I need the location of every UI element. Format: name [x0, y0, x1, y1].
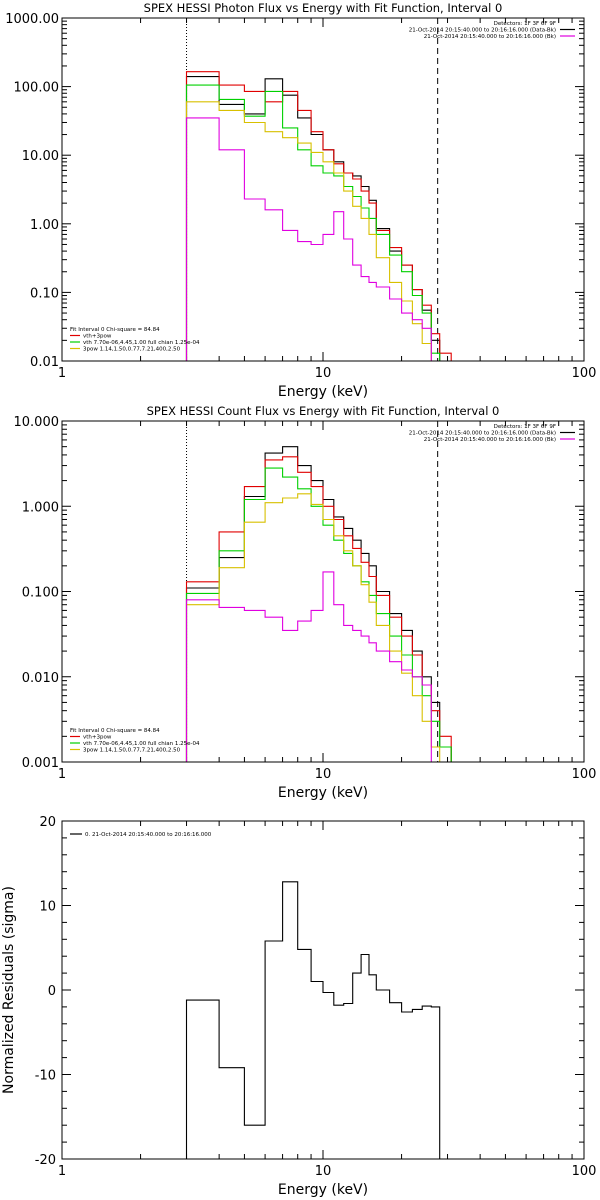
- panel3-x-tick-label: 10: [315, 1164, 332, 1179]
- panel1-legend-top-text: 21-Oct-2014 20:15:40.000 to 20:16:16.000…: [409, 28, 556, 34]
- panel3-plot-frame: [61, 820, 585, 1160]
- panel1-y-tick-label: 1000.00: [5, 12, 59, 27]
- panel1-legend-top-text: Detectors: 1F 3F 6F 9F: [494, 21, 556, 27]
- panel1-y-tick-label: 100.00: [14, 81, 60, 96]
- panel1-series-vth-3pow: [185, 71, 452, 361]
- panel1-legend-bottom-text: vth+3pow: [83, 334, 112, 340]
- panel1-series-vth: [185, 84, 441, 361]
- panel2-legend-top-text: 21-Oct-2014 20:15:40.000 to 20:16:16.000…: [409, 431, 556, 437]
- panel1-legend-bottom-text: 3pow 1.14,1.50,0.77,7.21,400,2.50: [83, 347, 181, 353]
- panel1-y-tick-label: 0.01: [30, 355, 59, 370]
- panel2-plot-frame: [61, 420, 585, 763]
- panel2-legend-top-text: 21-Oct-2014 20:15:40.000 to 20:16:16.000…: [424, 437, 556, 443]
- panel1-series-bk: [185, 117, 432, 361]
- panel1-legend-top-text: 21-Oct-2014 20:15:40.000 to 20:16:16.000…: [424, 34, 556, 40]
- panel1-series-3pow: [185, 101, 440, 362]
- panel2-title: SPEX HESSI Count Flux vs Energy with Fit…: [147, 404, 500, 418]
- panel2-legend-bottom-text: vth+3pow: [83, 735, 112, 741]
- panel1-series-data-bk: [185, 76, 452, 362]
- panel3-y-tick-label: 20: [39, 815, 56, 830]
- panel2-x-tick-label: 10: [315, 767, 332, 782]
- panel2-legend-bottom-text: vth 7.70e-06,4.45,1.00 full chian 1.25e-…: [83, 741, 200, 747]
- panel1-plot-frame: [61, 17, 585, 362]
- panel1-x-tick-label: 100: [572, 366, 597, 381]
- panel2-x-tick-label: 100: [572, 767, 597, 782]
- panel2-y-tick-label: 0.010: [22, 671, 59, 686]
- panel1-y-tick-label: 10.00: [22, 149, 59, 164]
- panel3-legend-text: 0. 21-Oct-2014 20:15:40.000 to 20:16:16.…: [85, 832, 212, 838]
- panel3-x-axis-label: Energy (keV): [278, 1182, 368, 1198]
- panel3-y-tick-label: 10: [39, 900, 56, 915]
- panel2-series-bk: [185, 571, 432, 762]
- panel1-y-tick-label: 1.00: [30, 218, 59, 233]
- panel2-x-tick-label: 1: [58, 767, 66, 782]
- panel2-y-tick-label: 10.000: [14, 415, 60, 430]
- panel3-y-tick-label: 0: [48, 984, 56, 999]
- panel2-series-data-bk: [185, 446, 452, 762]
- panel1-y-tick-label: 0.10: [30, 286, 59, 301]
- panel2-y-tick-label: 0.100: [22, 586, 59, 601]
- panel1-x-tick-label: 10: [315, 366, 332, 381]
- panel2-legend-bottom-text: 3pow 1.14,1.50,0.77,7.21,400,2.50: [83, 748, 181, 754]
- panel2-x-axis-label: Energy (keV): [278, 785, 368, 801]
- panel3-y-tick-label: -20: [35, 1153, 56, 1168]
- panel2-series-vth-3pow: [185, 456, 452, 762]
- panel1-x-axis-label: Energy (keV): [278, 384, 368, 400]
- panel3-y-tick-label: -10: [35, 1069, 56, 1084]
- panel1-title: SPEX HESSI Photon Flux vs Energy with Fi…: [144, 1, 503, 15]
- panel3-series-residuals: [185, 881, 441, 1159]
- panel1-legend-bottom-text: vth 7.70e-06,4.45,1.00 full chian 1.25e-…: [83, 340, 200, 346]
- panel2-series-vth: [185, 467, 452, 762]
- panel1-legend-bottom-text: Fit Interval 0 Chi-square = 84.84: [70, 327, 160, 333]
- panel2-legend-top-text: Detectors: 1F 3F 6F 9F: [494, 424, 556, 430]
- panel3-x-tick-label: 100: [572, 1164, 597, 1179]
- panel2-series-3pow: [185, 493, 441, 762]
- panel1-x-tick-label: 1: [58, 366, 66, 381]
- panel3-x-tick-label: 1: [58, 1164, 66, 1179]
- panel3-y-axis-label: Normalized Residuals (sigma): [1, 886, 17, 1094]
- panel2-y-tick-label: 0.001: [22, 756, 59, 771]
- panel2-legend-bottom-text: Fit Interval 0 Chi-square = 84.84: [70, 728, 160, 734]
- panel2-y-tick-label: 1.000: [22, 500, 59, 515]
